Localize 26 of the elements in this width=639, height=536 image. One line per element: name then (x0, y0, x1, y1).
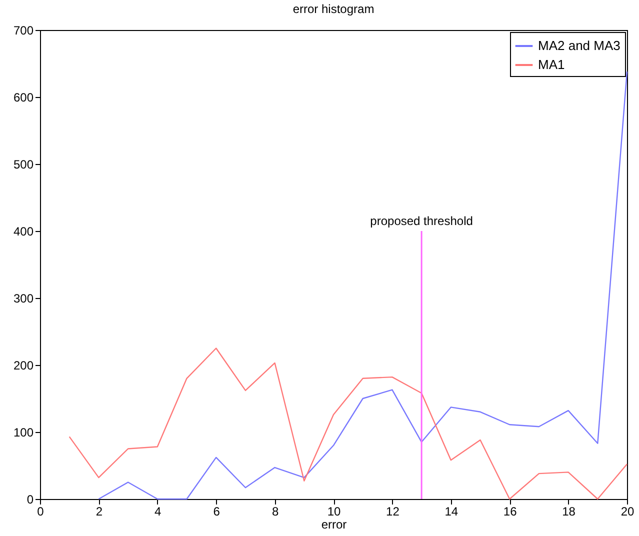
legend-label: MA2 and MA3 (538, 38, 620, 53)
y-tick-label: 600 (13, 90, 34, 104)
annotation: proposed threshold (370, 214, 473, 228)
x-tick-label: 8 (272, 504, 279, 518)
x-axis-title: error (321, 518, 347, 532)
x-tick-label: 20 (620, 504, 634, 518)
x-tick-label: 14 (444, 504, 458, 518)
x-tick-label: 18 (562, 504, 576, 518)
y-tick-label: 200 (13, 358, 34, 372)
y-tick-label: 400 (13, 224, 34, 238)
x-tick-label: 2 (96, 504, 103, 518)
x-tick-label: 16 (503, 504, 518, 518)
y-tick-label: 700 (13, 24, 34, 38)
x-tick-label: 12 (386, 504, 400, 518)
y-tick-label: 100 (13, 426, 34, 440)
x-tick-label: 6 (213, 504, 220, 518)
y-tick-label: 0 (26, 492, 34, 506)
x-tick-label: 10 (327, 504, 341, 518)
legend-label: MA1 (538, 57, 565, 72)
y-tick-label: 300 (13, 292, 34, 306)
y-tick-label: 500 (13, 158, 34, 172)
line-series (68, 348, 628, 500)
chart-title: error histogram (292, 2, 374, 16)
x-tick-label: 4 (154, 504, 162, 518)
x-tick-label: 0 (37, 504, 44, 518)
line-series (98, 70, 628, 500)
